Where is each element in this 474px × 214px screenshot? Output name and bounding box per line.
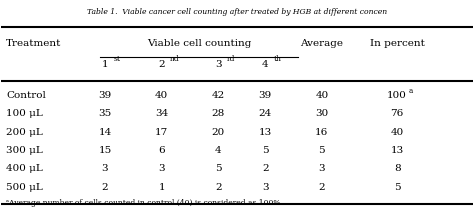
Text: 200 μL: 200 μL [6,128,43,137]
Text: 34: 34 [155,109,168,118]
Text: a: a [409,87,413,95]
Text: 16: 16 [315,128,328,137]
Text: 30: 30 [315,109,328,118]
Text: 2: 2 [215,183,221,192]
Text: Average: Average [301,39,343,48]
Text: 1: 1 [102,60,109,69]
Text: ᵃAverage number of cells counted in control (40) is considered as 100%..: ᵃAverage number of cells counted in cont… [6,199,285,207]
Text: 400 μL: 400 μL [6,164,43,173]
Text: 2: 2 [262,164,269,173]
Text: 100: 100 [387,91,407,100]
Text: 500 μL: 500 μL [6,183,43,192]
Text: In percent: In percent [370,39,425,48]
Text: 1: 1 [158,183,165,192]
Text: 3: 3 [215,60,221,69]
Text: 39: 39 [259,91,272,100]
Text: 5: 5 [262,146,269,155]
Text: 28: 28 [211,109,225,118]
Text: 17: 17 [155,128,168,137]
Text: 40: 40 [155,91,168,100]
Text: rd: rd [227,55,235,64]
Text: 2: 2 [158,60,165,69]
Text: 4: 4 [262,60,269,69]
Text: 8: 8 [394,164,401,173]
Text: 4: 4 [215,146,221,155]
Text: 35: 35 [99,109,112,118]
Text: 13: 13 [259,128,272,137]
Text: st: st [114,55,120,64]
Text: 20: 20 [211,128,225,137]
Text: 13: 13 [391,146,404,155]
Text: 42: 42 [211,91,225,100]
Text: 76: 76 [391,109,404,118]
Text: nd: nd [170,55,180,64]
Text: 39: 39 [99,91,112,100]
Text: 2: 2 [102,183,109,192]
Text: 3: 3 [262,183,269,192]
Text: th: th [274,55,282,64]
Text: Viable cell counting: Viable cell counting [147,39,252,48]
Text: 5: 5 [215,164,221,173]
Text: Table 1.  Viable cancer cell counting after treated by HGB at different concen: Table 1. Viable cancer cell counting aft… [87,8,387,16]
Text: 3: 3 [158,164,165,173]
Text: 300 μL: 300 μL [6,146,43,155]
Text: 40: 40 [315,91,328,100]
Text: Treatment: Treatment [6,39,62,48]
Text: 15: 15 [99,146,112,155]
Text: 3: 3 [102,164,109,173]
Text: Control: Control [6,91,46,100]
Text: 2: 2 [319,183,325,192]
Text: 6: 6 [158,146,165,155]
Text: 100 μL: 100 μL [6,109,43,118]
Text: 40: 40 [391,128,404,137]
Text: 14: 14 [99,128,112,137]
Text: 5: 5 [394,183,401,192]
Text: 5: 5 [319,146,325,155]
Text: 3: 3 [319,164,325,173]
Text: 24: 24 [259,109,272,118]
